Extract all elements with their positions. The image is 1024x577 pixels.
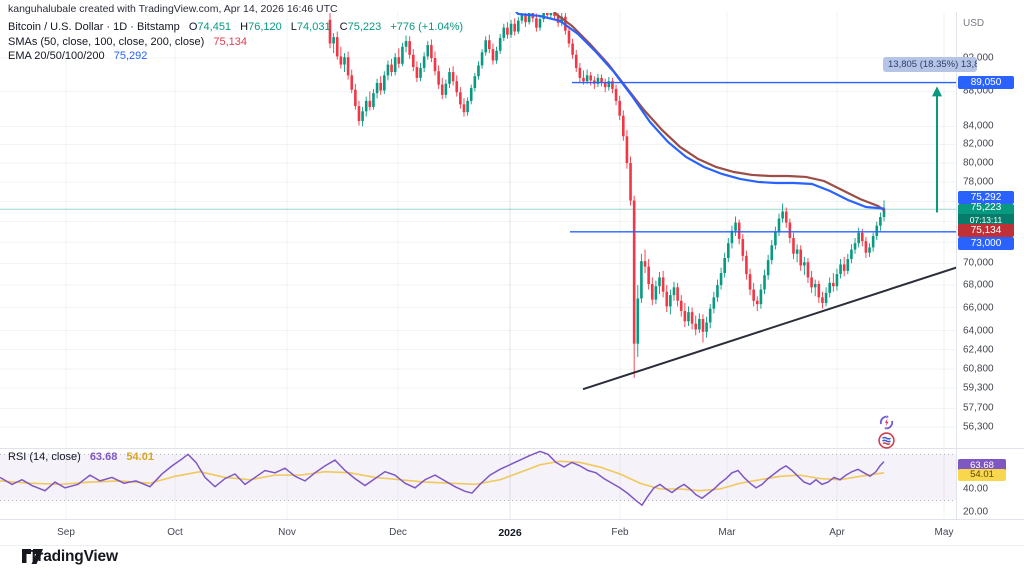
legend-ema-row[interactable]: EMA 20/50/100/200 75,292 (8, 49, 463, 64)
ema-value: 75,292 (113, 50, 148, 62)
price-target-arrowhead (932, 86, 942, 97)
tradingview-logo-text: TradingView (29, 548, 118, 565)
low-value: 74,031 (296, 21, 331, 33)
price-tick-label: 80,000 (963, 157, 994, 169)
close-label: C (339, 21, 348, 33)
price-tick-label: 78,000 (963, 176, 994, 188)
rsi-ma-line[interactable] (0, 460, 885, 492)
price-tick-label: 57,700 (963, 402, 994, 414)
time-tick-label-oct: Oct (167, 527, 183, 538)
price-tick-label: 60,800 (963, 363, 994, 375)
sma-line[interactable] (544, 0, 886, 212)
symbol-legend: Bitcoin / U.S. Dollar · 1D · Bitstamp O7… (8, 20, 463, 64)
watermark-attribution: kanguhalubale created with TradingView.c… (8, 3, 338, 15)
open-value: 74,451 (197, 21, 232, 33)
sma-label: SMAs (50, close, 100, close, 200, close) (8, 35, 205, 48)
rsi-value: 63.68 (89, 451, 118, 463)
rsi-legend-row[interactable]: RSI (14, close) 63.68 54.01 (8, 451, 154, 463)
bar-countdown: 07:13:11 (958, 214, 1014, 226)
time-tick-label-apr: Apr (829, 527, 845, 538)
price-tick-label: 62,400 (963, 344, 994, 356)
price-tick-label: 56,300 (963, 421, 994, 433)
price-pill-level: 73,000 (958, 237, 1014, 250)
tradingview-logo[interactable]: TradingView (22, 548, 118, 566)
time-tick-label-feb: Feb (611, 527, 629, 538)
high-value: 76,120 (248, 21, 282, 33)
ema-label: EMA 20/50/100/200 (8, 50, 105, 62)
rsi-pill-rsi: 63.68 (958, 459, 1006, 471)
high-label: H (240, 21, 249, 33)
time-tick-label-2026: 2026 (498, 527, 522, 539)
rsi-pill-rsi_ma: 54.01 (958, 468, 1006, 481)
legend-symbol-row[interactable]: Bitcoin / U.S. Dollar · 1D · Bitstamp O7… (8, 20, 463, 35)
price-pill-measure: 13,805 (18.35%) 13,805 (883, 57, 977, 72)
price-tick-label: 92,000 (963, 52, 994, 64)
last-price-value: 75,223 (970, 202, 1002, 213)
close-value: 75,223 (347, 21, 382, 33)
price-tick-label: 88,000 (963, 85, 994, 97)
rsi-tick-label: 20.00 (963, 506, 989, 518)
price-pill-resistance: 89,050 (958, 76, 1014, 90)
time-tick-label-dec: Dec (389, 527, 407, 538)
symbol-title: Bitcoin / U.S. Dollar · 1D · Bitstamp (8, 21, 180, 33)
ascending-trendline[interactable] (582, 266, 958, 391)
tradingview-logo-mark (22, 549, 43, 564)
sma-value: 75,134 (213, 35, 247, 48)
rsi-tick-label: 40.00 (963, 483, 989, 495)
time-tick-label-sep: Sep (57, 527, 75, 538)
rsi-line[interactable] (0, 450, 885, 507)
change-value: +776 (+1.04%) (390, 21, 464, 33)
price-pill-ema: 75,292 (958, 191, 1014, 204)
rsi-label: RSI (14, close) (8, 451, 81, 463)
rsi-ma-value: 54.01 (126, 451, 154, 463)
low-label: L (290, 21, 297, 33)
price-tick-label: 68,000 (963, 279, 994, 291)
candles-series (328, 13, 886, 378)
currency-label: USD (963, 18, 985, 29)
price-tick-label: 84,000 (963, 120, 994, 132)
price-tick-label: 59,300 (963, 382, 994, 394)
ema-line[interactable] (505, 0, 886, 210)
price-pill-sma: 75,134 (958, 224, 1014, 237)
time-tick-label-nov: Nov (278, 527, 296, 538)
price-tick-label: 64,000 (963, 325, 994, 337)
open-label: O (188, 21, 198, 33)
legend-sma-row[interactable]: SMAs (50, close, 100, close, 200, close)… (8, 35, 463, 50)
price-tick-label: 82,000 (963, 138, 994, 150)
time-tick-label-mar: Mar (718, 527, 736, 538)
time-tick-label-may: May (934, 527, 954, 538)
price-pill-last: 75,223 07:13:11 (958, 202, 1014, 226)
price-tick-label: 70,000 (963, 257, 994, 269)
price-tick-label: 66,000 (963, 302, 994, 314)
price-pane (0, 0, 958, 391)
